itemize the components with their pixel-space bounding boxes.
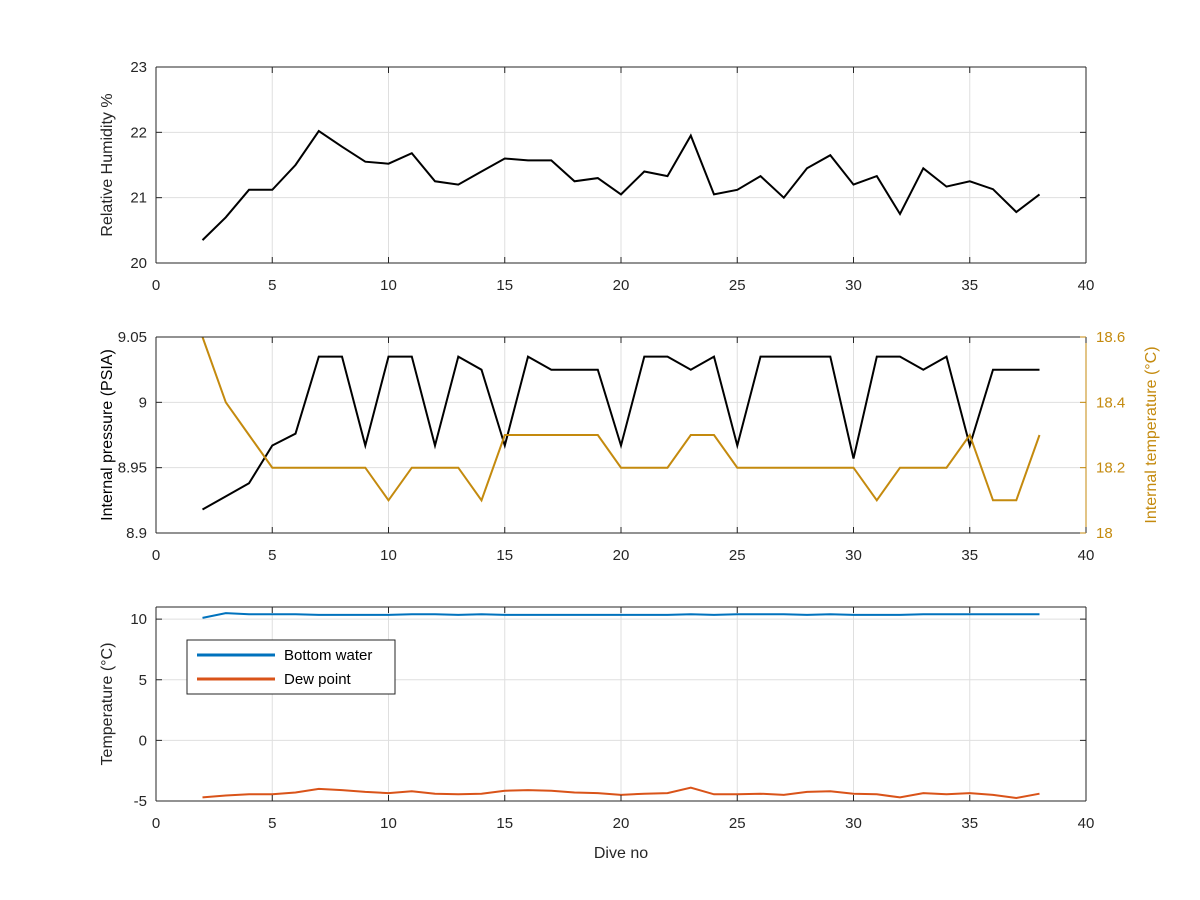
x-tick-label: 15 bbox=[496, 547, 513, 564]
y-tick-label: 21 bbox=[130, 190, 147, 207]
y-tick-label: -5 bbox=[134, 793, 147, 810]
series-line-1 bbox=[201, 336, 1041, 503]
x-tick-label: 0 bbox=[152, 277, 160, 294]
x-tick-label: 25 bbox=[729, 277, 746, 294]
temperature-panel: 0 5 10 15 20 25 30 35 40 -5 0 5 10 Temperature (°C) Di… bbox=[99, 606, 1095, 862]
legend-box bbox=[186, 639, 396, 695]
x-tick-label: 20 bbox=[613, 815, 630, 832]
series-line-0 bbox=[201, 129, 1041, 241]
x-tick-label: 25 bbox=[729, 815, 746, 832]
x-tick-label: 40 bbox=[1078, 815, 1095, 832]
y-tick-label: 10 bbox=[130, 611, 147, 628]
series-line-0 bbox=[202, 355, 1040, 511]
y-axis-label: Relative Humidity % bbox=[99, 93, 116, 236]
x-tick-label: 15 bbox=[496, 815, 513, 832]
x-tick-label: 35 bbox=[961, 815, 978, 832]
y-axis-label: Internal pressure (PSIA) bbox=[99, 349, 116, 521]
x-tick-label: 10 bbox=[380, 277, 397, 294]
y-axis-label: Temperature (°C) bbox=[99, 643, 116, 766]
series-line-bottom-water bbox=[202, 612, 1040, 619]
x-tick-label: 30 bbox=[845, 547, 862, 564]
y-tick-label: 20 bbox=[130, 255, 147, 272]
x-tick-label: 20 bbox=[613, 277, 630, 294]
y-right-tick-label: 18.6 bbox=[1096, 329, 1125, 346]
y-axis-right-label: Internal temperature (°C) bbox=[1143, 346, 1160, 523]
x-tick-label: 0 bbox=[152, 547, 160, 564]
y-right-tick-label: 18.2 bbox=[1096, 460, 1125, 477]
x-tick-label: 40 bbox=[1078, 547, 1095, 564]
x-tick-label: 35 bbox=[961, 277, 978, 294]
pressure-temperature-panel: 0 5 10 15 20 25 30 35 40 8.9 8.95 9 9.05 18 18.2 18.4 18… bbox=[99, 329, 1160, 564]
y-tick-label: 8.95 bbox=[118, 460, 147, 477]
x-tick-label: 25 bbox=[729, 547, 746, 564]
x-tick-label: 10 bbox=[380, 547, 397, 564]
y-tick-label: 8.9 bbox=[126, 525, 147, 542]
y-right-tick-label: 18 bbox=[1096, 525, 1113, 542]
y-tick-label: 5 bbox=[139, 672, 147, 689]
x-tick-label: 15 bbox=[496, 277, 513, 294]
legend-entry-label: Bottom water bbox=[284, 647, 372, 664]
y-tick-label: 9 bbox=[139, 394, 147, 411]
x-tick-label: 0 bbox=[152, 815, 160, 832]
x-tick-label: 30 bbox=[845, 815, 862, 832]
y-tick-label: 22 bbox=[130, 124, 147, 141]
y-tick-label: 23 bbox=[130, 59, 147, 76]
legend: Bottom water Dew point bbox=[186, 639, 396, 695]
x-tick-label: 35 bbox=[961, 547, 978, 564]
x-tick-label: 20 bbox=[613, 547, 630, 564]
y-tick-label: 9.05 bbox=[118, 329, 147, 346]
series-line-dew-point bbox=[202, 786, 1040, 800]
legend-entry-label: Dew point bbox=[284, 671, 352, 688]
x-tick-label: 30 bbox=[845, 277, 862, 294]
x-tick-label: 5 bbox=[268, 815, 276, 832]
x-tick-label: 40 bbox=[1078, 277, 1095, 294]
x-tick-label: 10 bbox=[380, 815, 397, 832]
x-tick-label: 5 bbox=[268, 277, 276, 294]
x-axis-label: Dive no bbox=[594, 845, 648, 862]
y-tick-label: 0 bbox=[139, 732, 147, 749]
humidity-panel: 0 5 10 15 20 25 30 35 40 20 21 22 23 Relative Humidit… bbox=[99, 59, 1094, 294]
y-right-tick-label: 18.4 bbox=[1096, 394, 1125, 411]
x-tick-label: 5 bbox=[268, 547, 276, 564]
